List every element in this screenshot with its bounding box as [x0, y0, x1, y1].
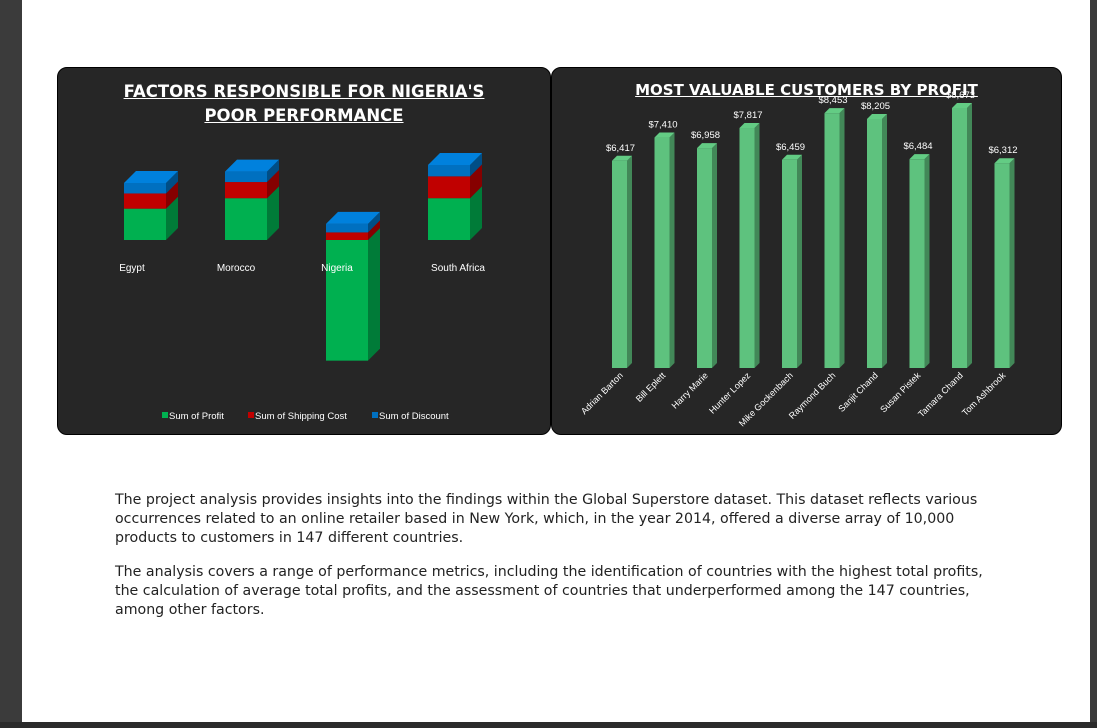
category-label-adrian-barton: Adrian Barton	[579, 370, 625, 416]
value-label-sanjit-chand: $8,205	[861, 101, 890, 112]
bar-top-raymond-buch	[824, 108, 845, 114]
legend-swatch-2	[248, 412, 254, 418]
bar-shipping-south-africa	[428, 164, 482, 199]
bar-mike-gockenbach	[782, 154, 802, 368]
category-label-harry-marie: Harry Marie	[670, 370, 710, 410]
bar-shipping-egypt	[124, 181, 178, 209]
category-label-nigeria: Nigeria	[321, 263, 353, 274]
left-chart-svg: Egypt Morocco Nigeria South Africa Sum of Pr…	[119, 152, 485, 422]
category-label-raymond-buch: Raymond Buch	[787, 370, 838, 421]
category-label-south-africa: South Africa	[431, 263, 485, 274]
value-label-tamara-chand: $8,673	[946, 90, 975, 101]
bar-discount-nigeria	[326, 211, 380, 233]
value-label-bill-eplett: $7,410	[648, 120, 677, 131]
right-chart-panel: MOST VALUABLE CUSTOMERS BY PROFIT $6,417…	[551, 67, 1062, 435]
bar-profit-egypt	[124, 196, 178, 240]
bar-top-tamara-chand	[952, 103, 972, 108]
bar-profit-morocco	[225, 186, 279, 240]
bar-bill-eplett	[654, 132, 675, 368]
category-label-tamara-chand: Tamara Chand	[916, 370, 965, 419]
legend-swatch-3	[372, 412, 378, 418]
bar-sanjit-chand	[867, 113, 887, 368]
bar-harry-marie	[697, 143, 717, 368]
bar-discount-south-africa	[428, 152, 482, 177]
bar-top-egypt	[124, 171, 178, 183]
bar-tom-ashbrook	[994, 158, 1015, 368]
legend-label-2: Sum of Shipping Cost	[255, 411, 347, 422]
value-label-tom-ashbrook: $6,312	[988, 145, 1017, 156]
bar-top-harry-marie	[697, 143, 717, 149]
category-label-tom-ashbrook: Tom Ashbrook	[960, 370, 1008, 418]
bar-discount-egypt	[124, 171, 178, 194]
bar-top-hunter-lopez	[739, 123, 760, 129]
right-chart-title: MOST VALUABLE CUSTOMERS BY PROFIT	[635, 81, 978, 99]
bar-top-sanjit-chand	[867, 113, 887, 119]
bar-top-south-africa	[428, 152, 482, 165]
category-label-hunter-lopez: Hunter Lopez	[707, 370, 753, 416]
value-label-hunter-lopez: $7,817	[733, 110, 762, 121]
left-chart-title: FACTORS RESPONSIBLE FOR NIGERIA'S POOR P…	[123, 82, 485, 125]
bar-tamara-chand	[952, 103, 972, 368]
bar-top-tom-ashbrook	[994, 158, 1015, 164]
value-label-harry-marie: $6,958	[691, 130, 720, 141]
bar-profit-nigeria	[326, 228, 380, 361]
viewer-bottom-bar	[0, 722, 1097, 728]
value-label-mike-gockenbach: $6,459	[776, 142, 805, 153]
paragraph-2: The analysis covers a range of performan…	[115, 564, 983, 618]
bar-shipping-nigeria	[326, 220, 380, 240]
bar-discount-morocco	[225, 159, 279, 183]
value-label-adrian-barton: $6,417	[606, 143, 635, 154]
value-label-susan-pistek: $6,484	[903, 141, 932, 152]
bar-top-mike-gockenbach	[782, 154, 802, 160]
left-chart-panel: FACTORS RESPONSIBLE FOR NIGERIA'S POOR P…	[57, 67, 551, 435]
document-page: FACTORS RESPONSIBLE FOR NIGERIA'S POOR P…	[22, 0, 1090, 722]
category-label-egypt: Egypt	[119, 263, 145, 274]
category-label-sanjit-chand: Sanjit Chand	[836, 370, 880, 414]
category-label-bill-eplett: Bill Eplett	[634, 370, 668, 404]
bar-adrian-barton	[612, 155, 632, 368]
legend-swatch-1	[162, 412, 168, 418]
bar-profit-south-africa	[428, 186, 482, 240]
bar-top-adrian-barton	[612, 155, 632, 161]
bar-hunter-lopez	[739, 123, 760, 368]
bar-shipping-morocco	[225, 170, 279, 199]
paragraph-1: The project analysis provides insights i…	[115, 492, 978, 546]
category-label-susan-pistek: Susan Pistek	[878, 370, 923, 415]
right-chart-svg: $6,417 Adrian Barton $7,410 Bill Eplett $6,9…	[579, 90, 1018, 428]
value-label-raymond-buch: $8,453	[818, 95, 847, 106]
bar-susan-pistek	[909, 154, 930, 368]
legend-label-1: Sum of Profit	[169, 411, 224, 422]
bar-top-susan-pistek	[909, 154, 930, 160]
bar-top-nigeria	[326, 211, 380, 224]
bar-raymond-buch	[824, 108, 845, 369]
bar-top-bill-eplett	[654, 132, 675, 138]
bar-top-morocco	[225, 159, 279, 172]
category-label-morocco: Morocco	[217, 263, 256, 274]
legend-label-3: Sum of Discount	[379, 411, 449, 422]
